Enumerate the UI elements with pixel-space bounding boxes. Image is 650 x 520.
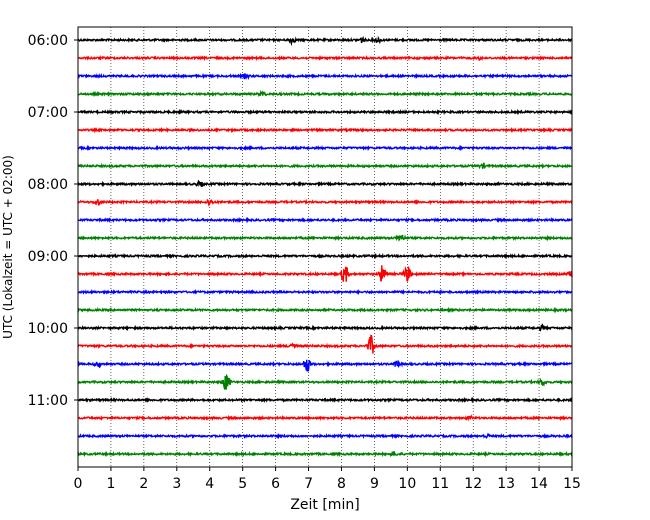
x-tick-label: 11 <box>431 476 449 492</box>
trace-1145 <box>78 451 572 456</box>
y-tick-label: 06:00 <box>28 33 68 49</box>
y-axis-ticks: 06:00 07:00 08:00 09:00 10:00 11:00 <box>28 33 78 409</box>
x-tick-label: 1 <box>106 476 115 492</box>
trace-0715 <box>78 129 572 131</box>
y-axis-label: UTC (Lokalzeit = UTC + 02:00) <box>1 155 15 339</box>
trace-0945 <box>78 309 572 311</box>
trace-1130 <box>78 434 572 438</box>
trace-1000 <box>78 325 572 331</box>
x-tick-label: 13 <box>497 476 515 492</box>
x-tick-label: 12 <box>464 476 482 492</box>
trace-0730 <box>78 147 572 149</box>
y-tick-label: 11:00 <box>28 393 68 409</box>
x-tick-label: 9 <box>370 476 379 492</box>
trace-0830 <box>78 219 572 221</box>
x-axis-ticks: 0 1 2 3 4 5 6 7 8 9 10 11 12 13 14 15 <box>74 467 581 492</box>
trace-0800 <box>78 181 572 187</box>
seismic-traces <box>78 38 572 456</box>
trace-1015 <box>78 336 572 354</box>
trace-1100 <box>78 399 572 401</box>
trace-0645 <box>78 92 572 95</box>
x-tick-label: 0 <box>74 476 83 492</box>
trace-0600 <box>78 38 572 43</box>
trace-0815 <box>78 199 572 205</box>
trace-0700 <box>78 111 572 113</box>
x-tick-label: 14 <box>530 476 548 492</box>
trace-1045 <box>78 376 572 390</box>
x-tick-label: 4 <box>205 476 214 492</box>
trace-0930 <box>78 291 572 293</box>
x-tick-label: 5 <box>238 476 247 492</box>
trace-0745 <box>78 163 572 168</box>
y-tick-label: 09:00 <box>28 249 68 265</box>
trace-0845 <box>78 236 572 240</box>
x-tick-label: 10 <box>398 476 416 492</box>
trace-0915 <box>78 265 572 282</box>
x-tick-label: 8 <box>337 476 346 492</box>
y-tick-label: 10:00 <box>28 321 68 337</box>
trace-1115 <box>78 416 572 419</box>
trace-1030 <box>78 360 572 372</box>
x-tick-label: 6 <box>271 476 280 492</box>
x-axis-label: Zeit [min] <box>290 497 359 513</box>
y-tick-label: 07:00 <box>28 105 68 121</box>
x-tick-label: 15 <box>563 476 581 492</box>
y-tick-label: 08:00 <box>28 177 68 193</box>
trace-0630 <box>78 73 572 78</box>
x-tick-label: 7 <box>304 476 313 492</box>
x-tick-label: 2 <box>139 476 148 492</box>
trace-0615 <box>78 57 572 60</box>
x-tick-label: 3 <box>172 476 181 492</box>
trace-0900 <box>78 255 572 257</box>
